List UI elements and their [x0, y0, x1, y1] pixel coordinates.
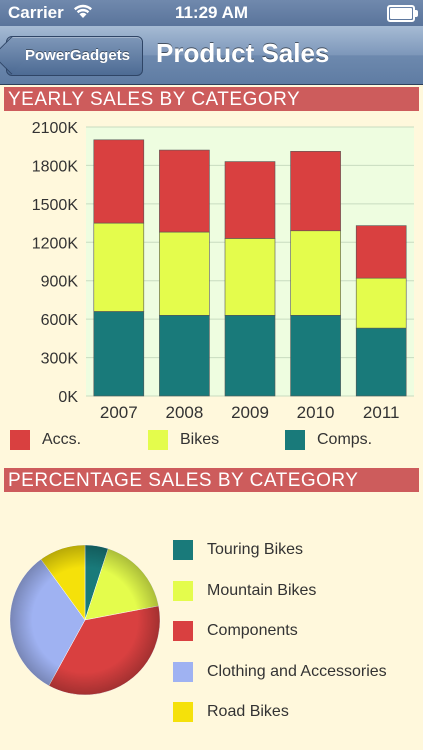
- wifi-icon: [72, 2, 94, 25]
- legend-swatch-road-bikes: [173, 702, 193, 723]
- legend-swatch-bikes: [148, 430, 168, 450]
- status-bar: Carrier 11:29 AM: [0, 0, 423, 26]
- bar-bikes-2007: [93, 222, 145, 312]
- legend-label-road-bikes: Road Bikes: [207, 703, 289, 721]
- yearly-sales-header: YEARLY SALES BY CATEGORY: [4, 87, 419, 111]
- y-tick-label: 1200K: [32, 235, 79, 252]
- bar-comps-2007: [93, 311, 145, 397]
- legend-item-road-bikes: Road Bikes: [173, 692, 387, 733]
- legend-swatch-clothing-accessories: [173, 661, 193, 682]
- percentage-sales-header: PERCENTAGE SALES BY CATEGORY: [4, 468, 419, 492]
- carrier-label: Carrier: [8, 3, 64, 22]
- bar-bikes-2008: [159, 231, 210, 316]
- x-tick-label: 2008: [165, 403, 203, 422]
- legend-label-accs: Accs.: [42, 431, 82, 448]
- legend-item-comps: Comps.: [285, 428, 372, 452]
- legend-item-mountain-bikes: Mountain Bikes: [173, 571, 387, 612]
- legend-label-components: Components: [207, 622, 298, 640]
- pie-shading: [10, 545, 160, 695]
- bar-bikes-2011: [355, 277, 407, 329]
- bar-accs-2010: [290, 151, 341, 232]
- legend-swatch-comps: [285, 430, 305, 450]
- x-tick-label: 2010: [297, 403, 335, 422]
- bar-accs-2009: [224, 161, 276, 239]
- legend-swatch-accs: [10, 430, 30, 450]
- legend-swatch-touring-bikes: [173, 540, 193, 561]
- navigation-bar: PowerGadgets Product Sales: [0, 26, 423, 85]
- y-tick-label: 0K: [58, 389, 78, 406]
- bar-comps-2009: [224, 315, 276, 397]
- y-tick-label: 900K: [41, 274, 79, 291]
- legend-item-bikes: Bikes: [148, 428, 219, 452]
- percentage-sales-pie: [9, 544, 161, 696]
- legend-item-accs: Accs.: [10, 428, 81, 452]
- legend-item-clothing-accessories: Clothing and Accessories: [173, 652, 387, 693]
- clock-label: 11:29 AM: [174, 3, 249, 22]
- bar-bikes-2010: [290, 230, 341, 316]
- bar-comps-2008: [159, 315, 210, 397]
- legend-label-clothing-accessories: Clothing and Accessories: [207, 662, 387, 680]
- legend-label-touring-bikes: Touring Bikes: [207, 541, 304, 559]
- bar-accs-2007: [93, 139, 145, 224]
- y-tick-label: 300K: [41, 351, 79, 368]
- y-tick-label: 2100K: [32, 120, 79, 137]
- legend-swatch-components: [173, 621, 193, 642]
- yearly-sales-chart: 0K 300K 600K 900K 1200K 1500K 1800K 2100K 2007 20…: [32, 120, 414, 422]
- x-tick-label: 2007: [100, 403, 138, 422]
- bar-comps-2010: [290, 315, 341, 397]
- x-tick-label: 2009: [231, 403, 269, 422]
- yearly-legend: Accs. Bikes Comps.: [0, 428, 423, 454]
- percentage-legend: Touring Bikes Mountain Bikes Components …: [173, 530, 387, 733]
- y-tick-label: 600K: [41, 312, 79, 329]
- y-tick-label: 1800K: [32, 158, 79, 175]
- legend-label-bikes: Bikes: [180, 431, 220, 448]
- legend-item-touring-bikes: Touring Bikes: [173, 530, 387, 571]
- page-title: Product Sales: [156, 38, 330, 68]
- legend-swatch-mountain-bikes: [173, 580, 193, 601]
- legend-label-mountain-bikes: Mountain Bikes: [207, 581, 317, 599]
- bar-accs-2011: [355, 225, 407, 279]
- x-tick-label: 2011: [363, 403, 400, 422]
- back-button-label: PowerGadgets: [25, 47, 131, 64]
- battery-icon: [387, 5, 418, 22]
- legend-label-comps: Comps.: [317, 431, 373, 448]
- bar-accs-2008: [159, 149, 210, 233]
- bar-comps-2011: [355, 327, 407, 397]
- y-tick-label: 1500K: [32, 197, 79, 214]
- legend-item-components: Components: [173, 611, 387, 652]
- back-button[interactable]: PowerGadgets: [6, 36, 144, 76]
- bar-bikes-2009: [224, 238, 276, 316]
